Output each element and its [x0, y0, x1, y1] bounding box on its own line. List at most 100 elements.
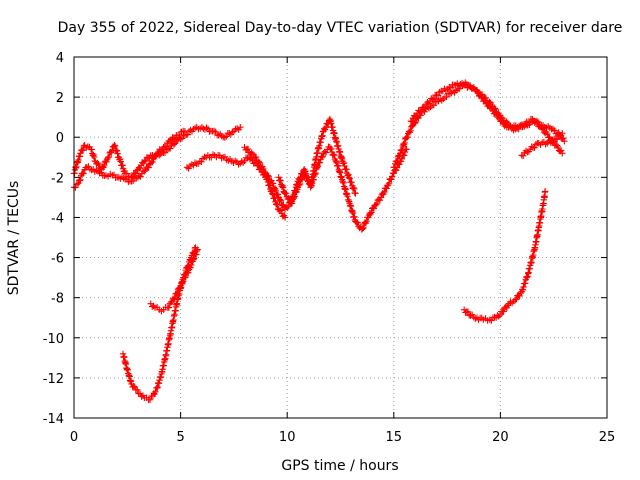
data-point-fill	[492, 110, 500, 117]
data-point-fill	[373, 200, 380, 208]
data-point-fill	[256, 159, 263, 166]
data-point-fill	[288, 200, 296, 207]
data-point	[345, 174, 353, 181]
data-point-fill	[538, 124, 546, 131]
data-point-fill	[495, 313, 502, 320]
data-point	[478, 93, 485, 101]
data-point-fill	[303, 173, 310, 180]
data-point	[237, 123, 244, 131]
data-point-fill	[165, 304, 173, 311]
data-point-fill	[328, 145, 335, 152]
data-point-fill	[152, 388, 159, 395]
data-point	[141, 168, 148, 175]
data-point-fill	[368, 209, 375, 216]
data-point-fill	[411, 113, 419, 120]
data-point-fill	[553, 136, 561, 143]
data-point-fill	[330, 151, 337, 158]
data-point-fill	[398, 146, 406, 154]
series-2	[70, 127, 189, 191]
data-point-fill	[401, 139, 408, 147]
data-point-fill	[145, 164, 152, 171]
data-point-fill	[215, 132, 222, 139]
data-point-fill	[130, 382, 137, 390]
data-point-fill	[278, 183, 286, 190]
data-point-fill	[553, 142, 561, 149]
data-point	[559, 150, 566, 157]
data-point	[111, 142, 118, 149]
data-point	[190, 256, 197, 263]
data-point-fill	[385, 180, 393, 187]
y-axis-label: SDTVAR / TECUs	[6, 181, 22, 296]
x-tick-label: 15	[386, 430, 403, 445]
data-point-fill	[260, 165, 267, 173]
data-point-fill	[95, 161, 102, 168]
data-point-fill	[417, 107, 425, 115]
data-point-fill	[523, 118, 530, 125]
data-point-fill	[182, 273, 189, 281]
y-tick-label: 0	[56, 131, 64, 146]
series-5	[275, 115, 359, 207]
data-point-fill	[341, 162, 348, 170]
data-point-fill	[78, 147, 86, 154]
data-point-fill	[549, 125, 557, 133]
data-point-fill	[114, 150, 121, 157]
data-point-fill	[531, 144, 538, 151]
data-point-fill	[252, 153, 260, 161]
data-point-fill	[221, 153, 229, 161]
data-point-fill	[111, 142, 119, 150]
data-point-fill	[346, 175, 353, 182]
data-point-fill	[110, 143, 117, 150]
data-point	[520, 121, 528, 129]
data-point	[153, 150, 161, 157]
data-point	[495, 113, 502, 121]
data-point-fill	[319, 152, 326, 160]
data-point-fill	[105, 153, 113, 161]
data-points	[70, 79, 568, 404]
data-point-fill	[516, 292, 523, 300]
grid	[74, 57, 607, 418]
data-point-fill	[282, 190, 290, 197]
data-point-fill	[76, 177, 83, 184]
y-tick-label: -14	[43, 412, 64, 427]
data-point-fill	[89, 152, 97, 159]
data-point	[75, 180, 82, 187]
data-point-fill	[372, 201, 379, 209]
data-point-fill	[404, 134, 411, 141]
series-11	[460, 188, 549, 324]
data-point-fill	[178, 135, 186, 142]
data-point	[181, 274, 189, 281]
data-point-fill	[161, 149, 169, 156]
data-point-fill	[277, 207, 285, 214]
plot-frame	[73, 56, 608, 419]
y-tick-label: -6	[51, 252, 64, 267]
data-point-fill	[340, 159, 348, 167]
data-point-fill	[291, 193, 298, 200]
data-point	[269, 190, 276, 197]
data-point-fill	[322, 124, 330, 131]
data-point-fill	[359, 225, 366, 232]
y-tick-label: -8	[51, 292, 64, 307]
data-point-fill	[496, 311, 504, 319]
data-point-fill	[406, 129, 413, 136]
data-point-fill	[393, 158, 400, 166]
data-point-fill	[522, 147, 530, 154]
data-point-fill	[193, 251, 200, 258]
data-point-fill	[466, 82, 474, 89]
x-tick-label: 0	[70, 430, 78, 445]
data-point	[183, 164, 191, 171]
data-point-fill	[77, 176, 84, 183]
data-point-fill	[277, 196, 284, 203]
data-point-fill	[170, 141, 178, 148]
series-8	[518, 130, 566, 160]
data-point-fill	[394, 153, 402, 161]
data-point-fill	[179, 278, 187, 285]
data-point-fill	[210, 127, 218, 135]
data-point-fill	[400, 140, 407, 148]
data-point-fill	[255, 158, 262, 165]
data-point-fill	[153, 152, 160, 160]
data-point-fill	[272, 187, 280, 194]
data-point-fill	[277, 197, 285, 205]
data-point-fill	[281, 189, 288, 196]
data-point	[141, 158, 148, 165]
data-point-fill	[277, 177, 284, 184]
